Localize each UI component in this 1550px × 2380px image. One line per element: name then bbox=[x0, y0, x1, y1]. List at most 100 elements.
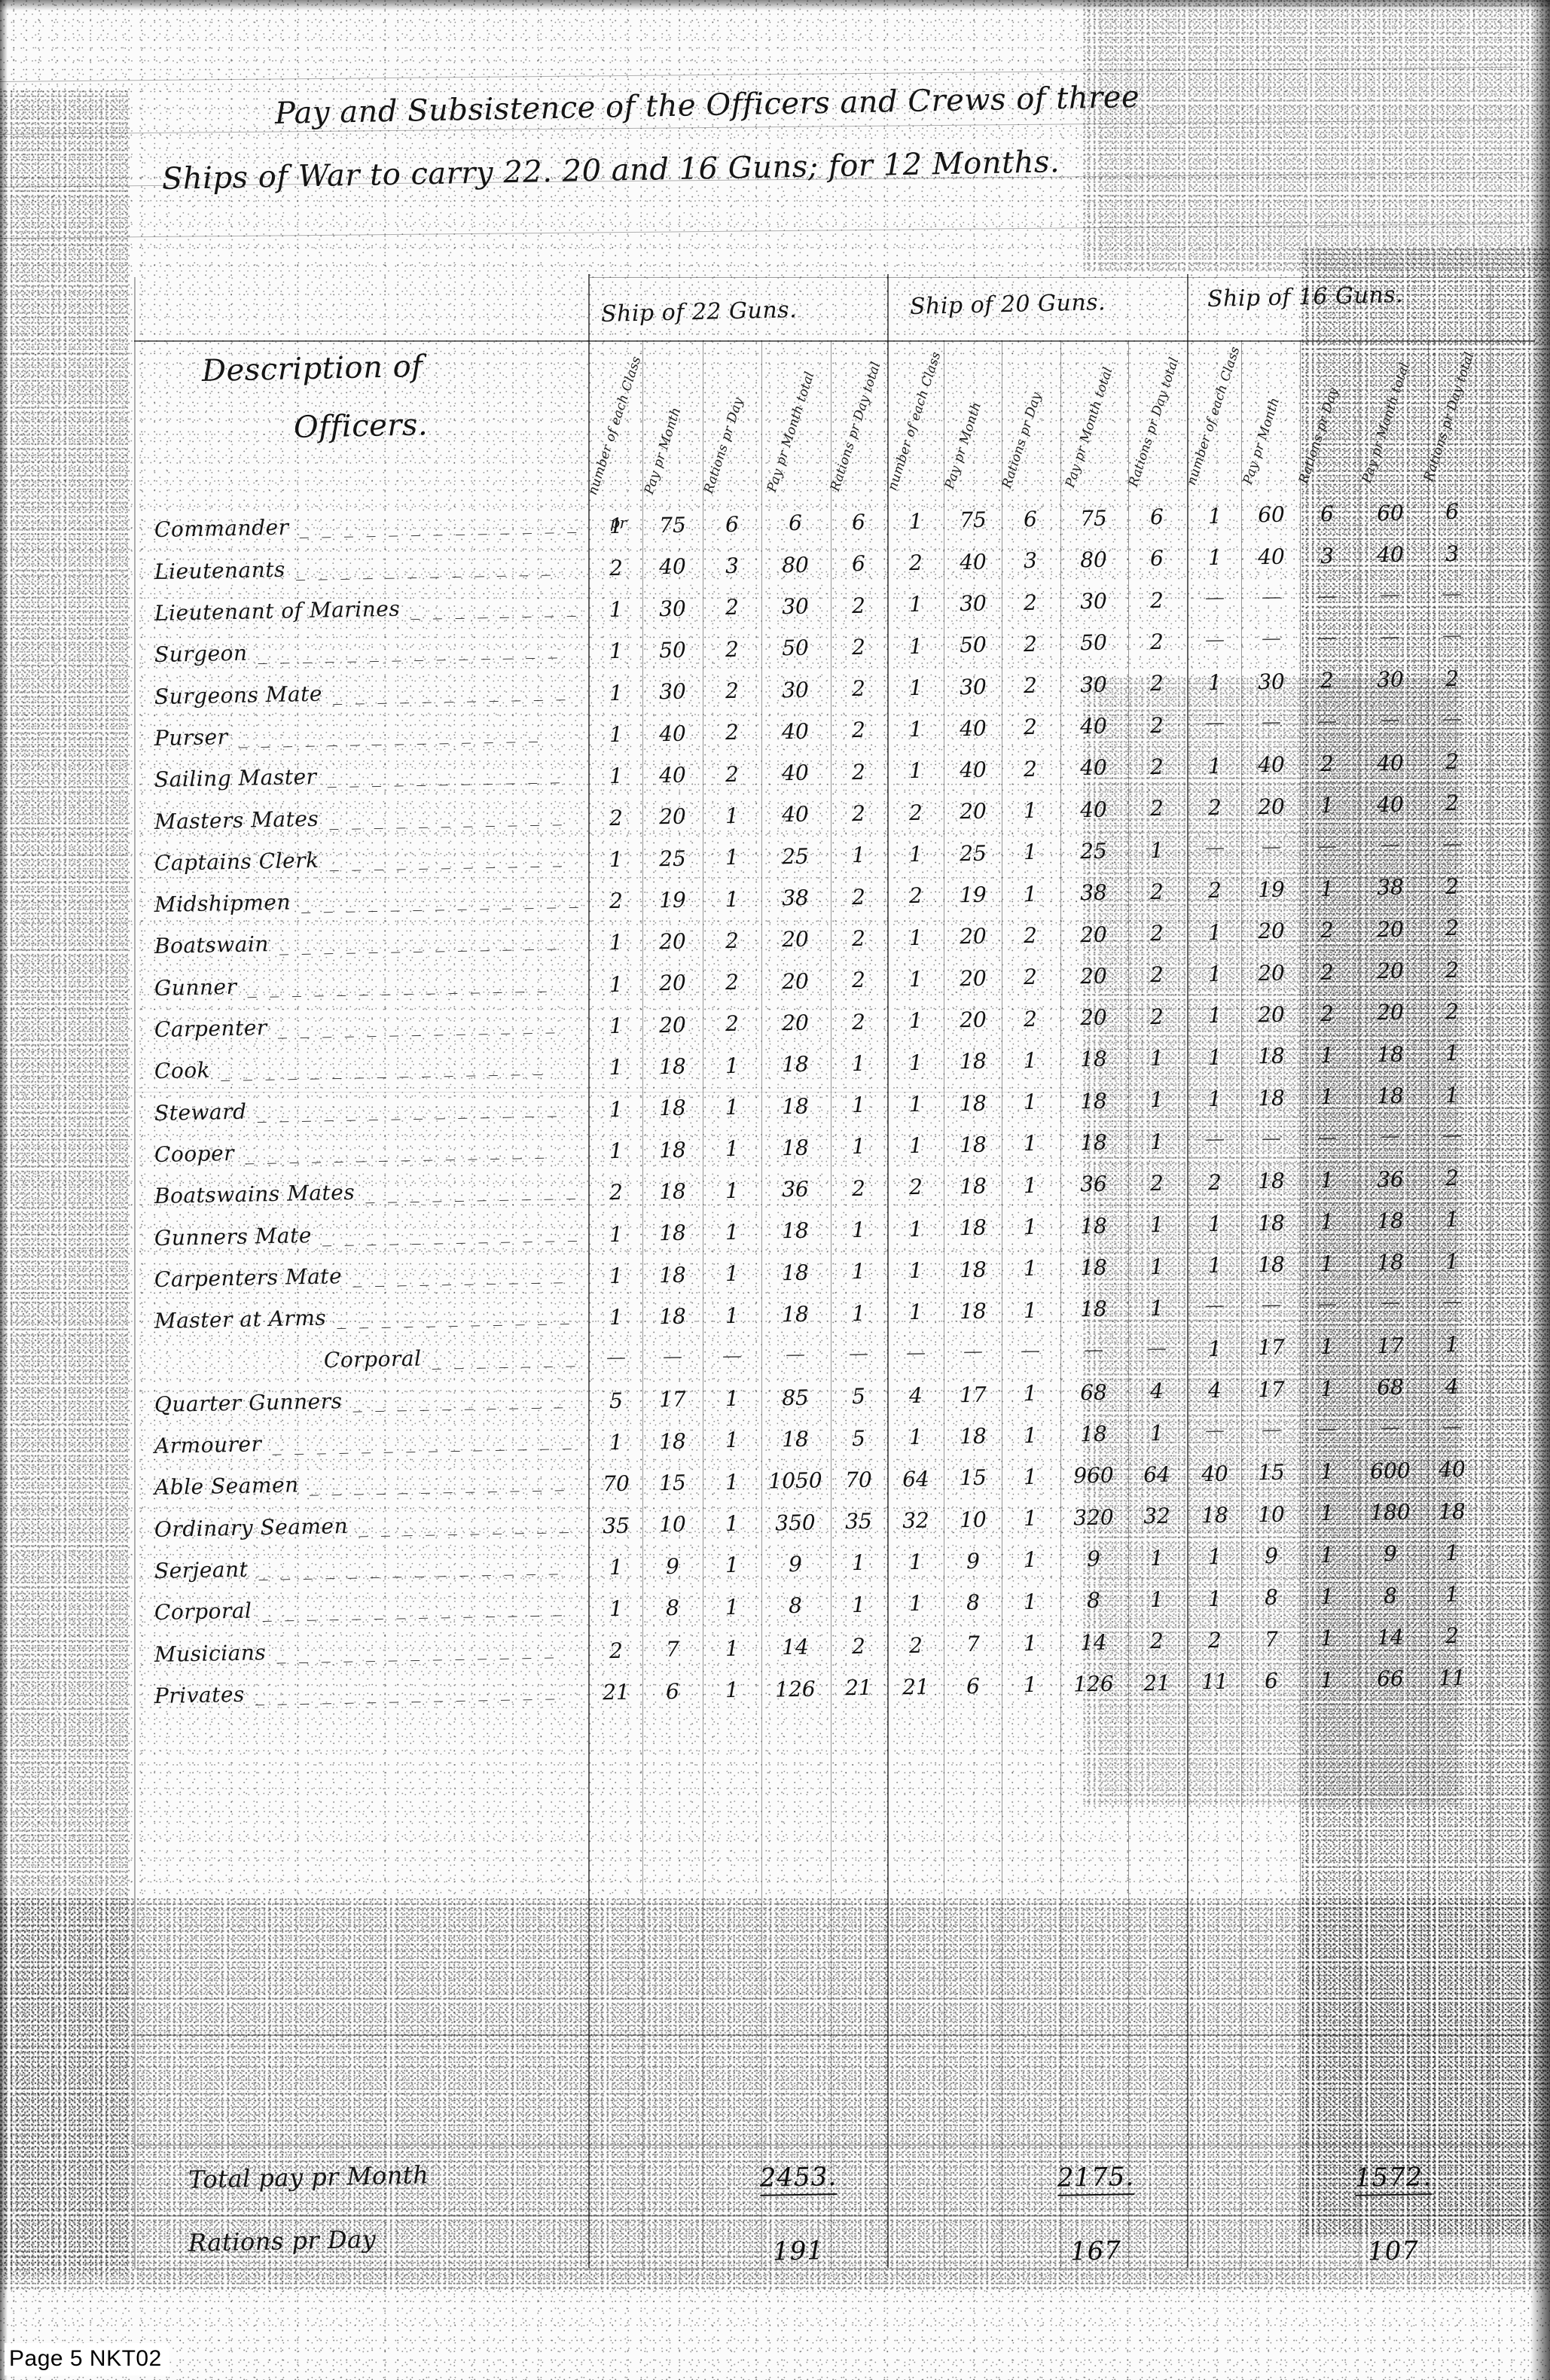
table-cell: 3 bbox=[725, 553, 740, 579]
table-cell: 20 bbox=[959, 1007, 987, 1033]
table-cell: 1 bbox=[1023, 1047, 1038, 1074]
table-cell: 25 bbox=[781, 843, 810, 870]
row-label-text: Boatswain bbox=[154, 931, 270, 959]
table-cell: — bbox=[1204, 1294, 1225, 1318]
table-cell: 15 bbox=[959, 1464, 987, 1491]
table-cell: 1 bbox=[1320, 876, 1335, 902]
table-cell: 350 bbox=[774, 1510, 816, 1536]
row-label-text: Corporal bbox=[323, 1345, 422, 1373]
table-cell: 18 bbox=[959, 1173, 987, 1199]
table-cell: 1 bbox=[1320, 1376, 1335, 1401]
table-cell: 1 bbox=[609, 638, 624, 664]
table-cell: 40 bbox=[959, 757, 987, 783]
table-cell: 18 bbox=[959, 1048, 987, 1074]
table-cell: 18 bbox=[1257, 1085, 1286, 1111]
table-cell: — bbox=[1261, 1418, 1282, 1442]
table-cell: 4 bbox=[1207, 1377, 1222, 1403]
table-cell: 17 bbox=[959, 1382, 987, 1407]
table-cell: 1 bbox=[609, 721, 624, 748]
table-cell: 18 bbox=[781, 1260, 810, 1286]
table-cell: 6 bbox=[1023, 506, 1038, 532]
row-label-text: Captains Clerk bbox=[154, 847, 319, 876]
table-cell: — bbox=[848, 1342, 869, 1366]
table-cell: — bbox=[1204, 836, 1225, 860]
table-cell: 1 bbox=[609, 1305, 624, 1330]
col-sep-g1-1 bbox=[642, 340, 643, 2268]
table-cell: 1 bbox=[908, 1050, 923, 1075]
leader-dashes: _ _ _ _ _ _ _ _ _ _ _ _ _ bbox=[277, 1012, 559, 1039]
table-cell: 1 bbox=[1023, 1422, 1038, 1448]
table-cell: — bbox=[1261, 585, 1282, 609]
table-cell: 18 bbox=[658, 1303, 687, 1330]
table-cell: 20 bbox=[781, 968, 810, 994]
leader-dashes: _ _ _ _ _ _ _ _ _ _ _ _ bbox=[322, 1220, 581, 1247]
table-cell: 2 bbox=[725, 595, 740, 620]
table-cell: — bbox=[1261, 835, 1282, 859]
table-cell: 38 bbox=[1079, 879, 1108, 906]
table-cell: 1 bbox=[1023, 1630, 1038, 1656]
table-cell: 1 bbox=[609, 1596, 624, 1622]
page-stamp: Page 5 NKT02 bbox=[5, 2343, 169, 2375]
table-cell: 18 bbox=[1079, 1129, 1108, 1156]
row-label-text: Purser bbox=[154, 724, 228, 751]
table-cell: — bbox=[1204, 1128, 1225, 1151]
table-cell: — bbox=[1442, 582, 1463, 606]
table-cell: 1 bbox=[1207, 1586, 1222, 1611]
table-cell: 1 bbox=[1207, 1003, 1222, 1028]
table-cell: 1 bbox=[1207, 1211, 1222, 1237]
table-cell: 14 bbox=[1376, 1624, 1405, 1650]
table-cell: 1 bbox=[851, 843, 866, 868]
table-cell: 2 bbox=[851, 634, 866, 660]
row-label-text: Lieutenants bbox=[154, 556, 286, 584]
table-cell: 20 bbox=[1376, 958, 1405, 984]
table-cell: 1 bbox=[725, 1678, 740, 1703]
table-cell: 40 bbox=[1438, 1456, 1466, 1483]
table-cell: 18 bbox=[1376, 1208, 1405, 1234]
table-cell: 30 bbox=[1079, 672, 1108, 698]
leader-dashes: _ _ _ _ _ _ _ _ _ _ _ _ _ bbox=[276, 1637, 558, 1664]
table-cell: 1 bbox=[1320, 1042, 1335, 1068]
table-cell: 2 bbox=[1149, 629, 1164, 655]
summary-value: 167 bbox=[1043, 2235, 1149, 2267]
leader-dashes: _ _ _ _ _ _ _ _ _ _ _ bbox=[328, 804, 566, 830]
table-cell: 1 bbox=[1445, 1041, 1460, 1066]
table-cell: 40 bbox=[1257, 751, 1286, 778]
leader-dashes: _ _ _ _ _ _ _ _ _ _ _ bbox=[336, 1303, 573, 1330]
table-cell: 18 bbox=[781, 1218, 810, 1244]
table-cell: 18 bbox=[1079, 1296, 1108, 1322]
table-cell: 36 bbox=[1079, 1172, 1108, 1197]
table-cell: 2 bbox=[851, 925, 866, 952]
table-cell: 1 bbox=[908, 1216, 923, 1242]
table-cell: 2 bbox=[1149, 879, 1164, 904]
table-cell: 60 bbox=[1257, 502, 1286, 528]
table-cell: 1 bbox=[725, 1178, 740, 1203]
table-cell: 1 bbox=[1023, 1256, 1038, 1281]
table-cell: 1 bbox=[908, 1300, 923, 1325]
table-cell: 1 bbox=[1023, 1089, 1038, 1115]
table-cell: 2 bbox=[1023, 756, 1038, 782]
summary-row-label: Total pay pr Month bbox=[188, 2160, 429, 2194]
table-cell: 1 bbox=[1023, 1464, 1038, 1490]
table-cell: 126 bbox=[1072, 1671, 1115, 1697]
table-cell: 2 bbox=[1445, 749, 1460, 775]
table-cell: — bbox=[1317, 626, 1338, 650]
table-cell: 2 bbox=[725, 1011, 740, 1037]
table-cell: 1 bbox=[1149, 1212, 1164, 1238]
table-cell: 20 bbox=[658, 803, 687, 830]
table-cell: 3 bbox=[1320, 543, 1335, 568]
table-cell: 2 bbox=[908, 883, 923, 909]
table-cell: 20 bbox=[781, 927, 810, 952]
table-cell: — bbox=[905, 1341, 926, 1364]
table-cell: 2 bbox=[1445, 998, 1460, 1025]
table-cell: 1 bbox=[725, 1635, 740, 1662]
table-cell: 1 bbox=[609, 1055, 624, 1080]
row-label-text: Lieutenant of Marines bbox=[154, 596, 401, 626]
table-cell: 600 bbox=[1369, 1458, 1411, 1484]
table-cell: 1 bbox=[725, 1553, 740, 1578]
table-cell: 1 bbox=[609, 763, 624, 789]
table-cell: 2 bbox=[1023, 922, 1038, 949]
table-cell: 36 bbox=[1376, 1166, 1405, 1192]
summary-value-text: 2453. bbox=[759, 2162, 838, 2196]
table-cell: 1 bbox=[1149, 1045, 1164, 1071]
table-cell: 1 bbox=[725, 1428, 740, 1453]
